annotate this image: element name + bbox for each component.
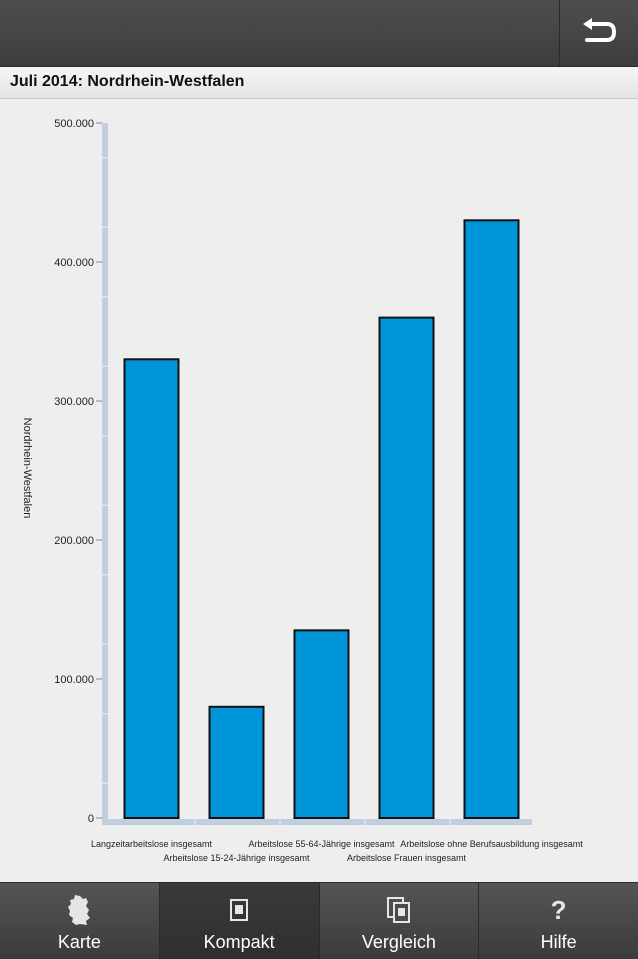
- x-tick-label: Arbeitslose ohne Berufsausbildung insges…: [400, 839, 583, 849]
- bar: [293, 629, 350, 819]
- y-axis-line: [102, 123, 108, 824]
- nav-label-vergleich: Vergleich: [361, 932, 436, 952]
- documents-stack-icon: [384, 895, 414, 925]
- back-button[interactable]: [559, 0, 638, 66]
- y-tick-label: 500.000: [54, 118, 94, 130]
- x-tick-label: Arbeitslose 55-64-Jährige insgesamt: [248, 839, 395, 849]
- back-arrow-icon: [583, 18, 617, 42]
- nav-label-kompakt: Kompakt: [203, 932, 275, 952]
- x-tick-label: Arbeitslose Frauen insgesamt: [347, 853, 467, 863]
- bar: [378, 316, 435, 819]
- x-axis-line: [102, 819, 532, 825]
- y-axis-label: Nordrhein-Westfalen: [21, 418, 33, 519]
- nav-label-hilfe: Hilfe: [540, 932, 577, 952]
- nav-item-hilfe[interactable]: ? Hilfe: [479, 883, 638, 959]
- germany-map-icon: [64, 895, 94, 925]
- nav-item-karte[interactable]: Karte: [0, 883, 160, 959]
- bottom-nav: Karte Kompakt Vergleich ? Hilfe: [0, 882, 638, 959]
- page-title: Juli 2014: Nordrhein-Westfalen: [10, 73, 245, 90]
- y-tick-label: 300.000: [54, 396, 94, 408]
- x-tick-label: Langzeitarbeitslose insgesamt: [91, 839, 213, 849]
- y-tick-label: 0: [88, 813, 94, 825]
- y-tick-label: 200.000: [54, 535, 94, 547]
- y-tick-label: 100.000: [54, 674, 94, 686]
- nav-label-karte: Karte: [57, 932, 101, 952]
- bar-chart: 0 100.000 200.000 300.000 400.000 500.000 Nord…: [21, 118, 583, 863]
- x-tick-label: Arbeitslose 15-24-Jährige insgesamt: [163, 853, 310, 863]
- y-tick-label: 400.000: [54, 257, 94, 269]
- bar: [208, 705, 265, 819]
- chart-area: 0 100.000 200.000 300.000 400.000 500.000 Nord…: [0, 99, 638, 882]
- nav-item-kompakt[interactable]: Kompakt: [159, 883, 320, 959]
- title-strip: Juli 2014: Nordrhein-Westfalen: [0, 67, 638, 99]
- bar: [123, 358, 180, 819]
- bar: [463, 219, 520, 820]
- nav-item-vergleich[interactable]: Vergleich: [320, 883, 480, 959]
- top-bar: [0, 0, 638, 67]
- document-icon: [224, 895, 254, 925]
- question-icon: ?: [550, 894, 567, 925]
